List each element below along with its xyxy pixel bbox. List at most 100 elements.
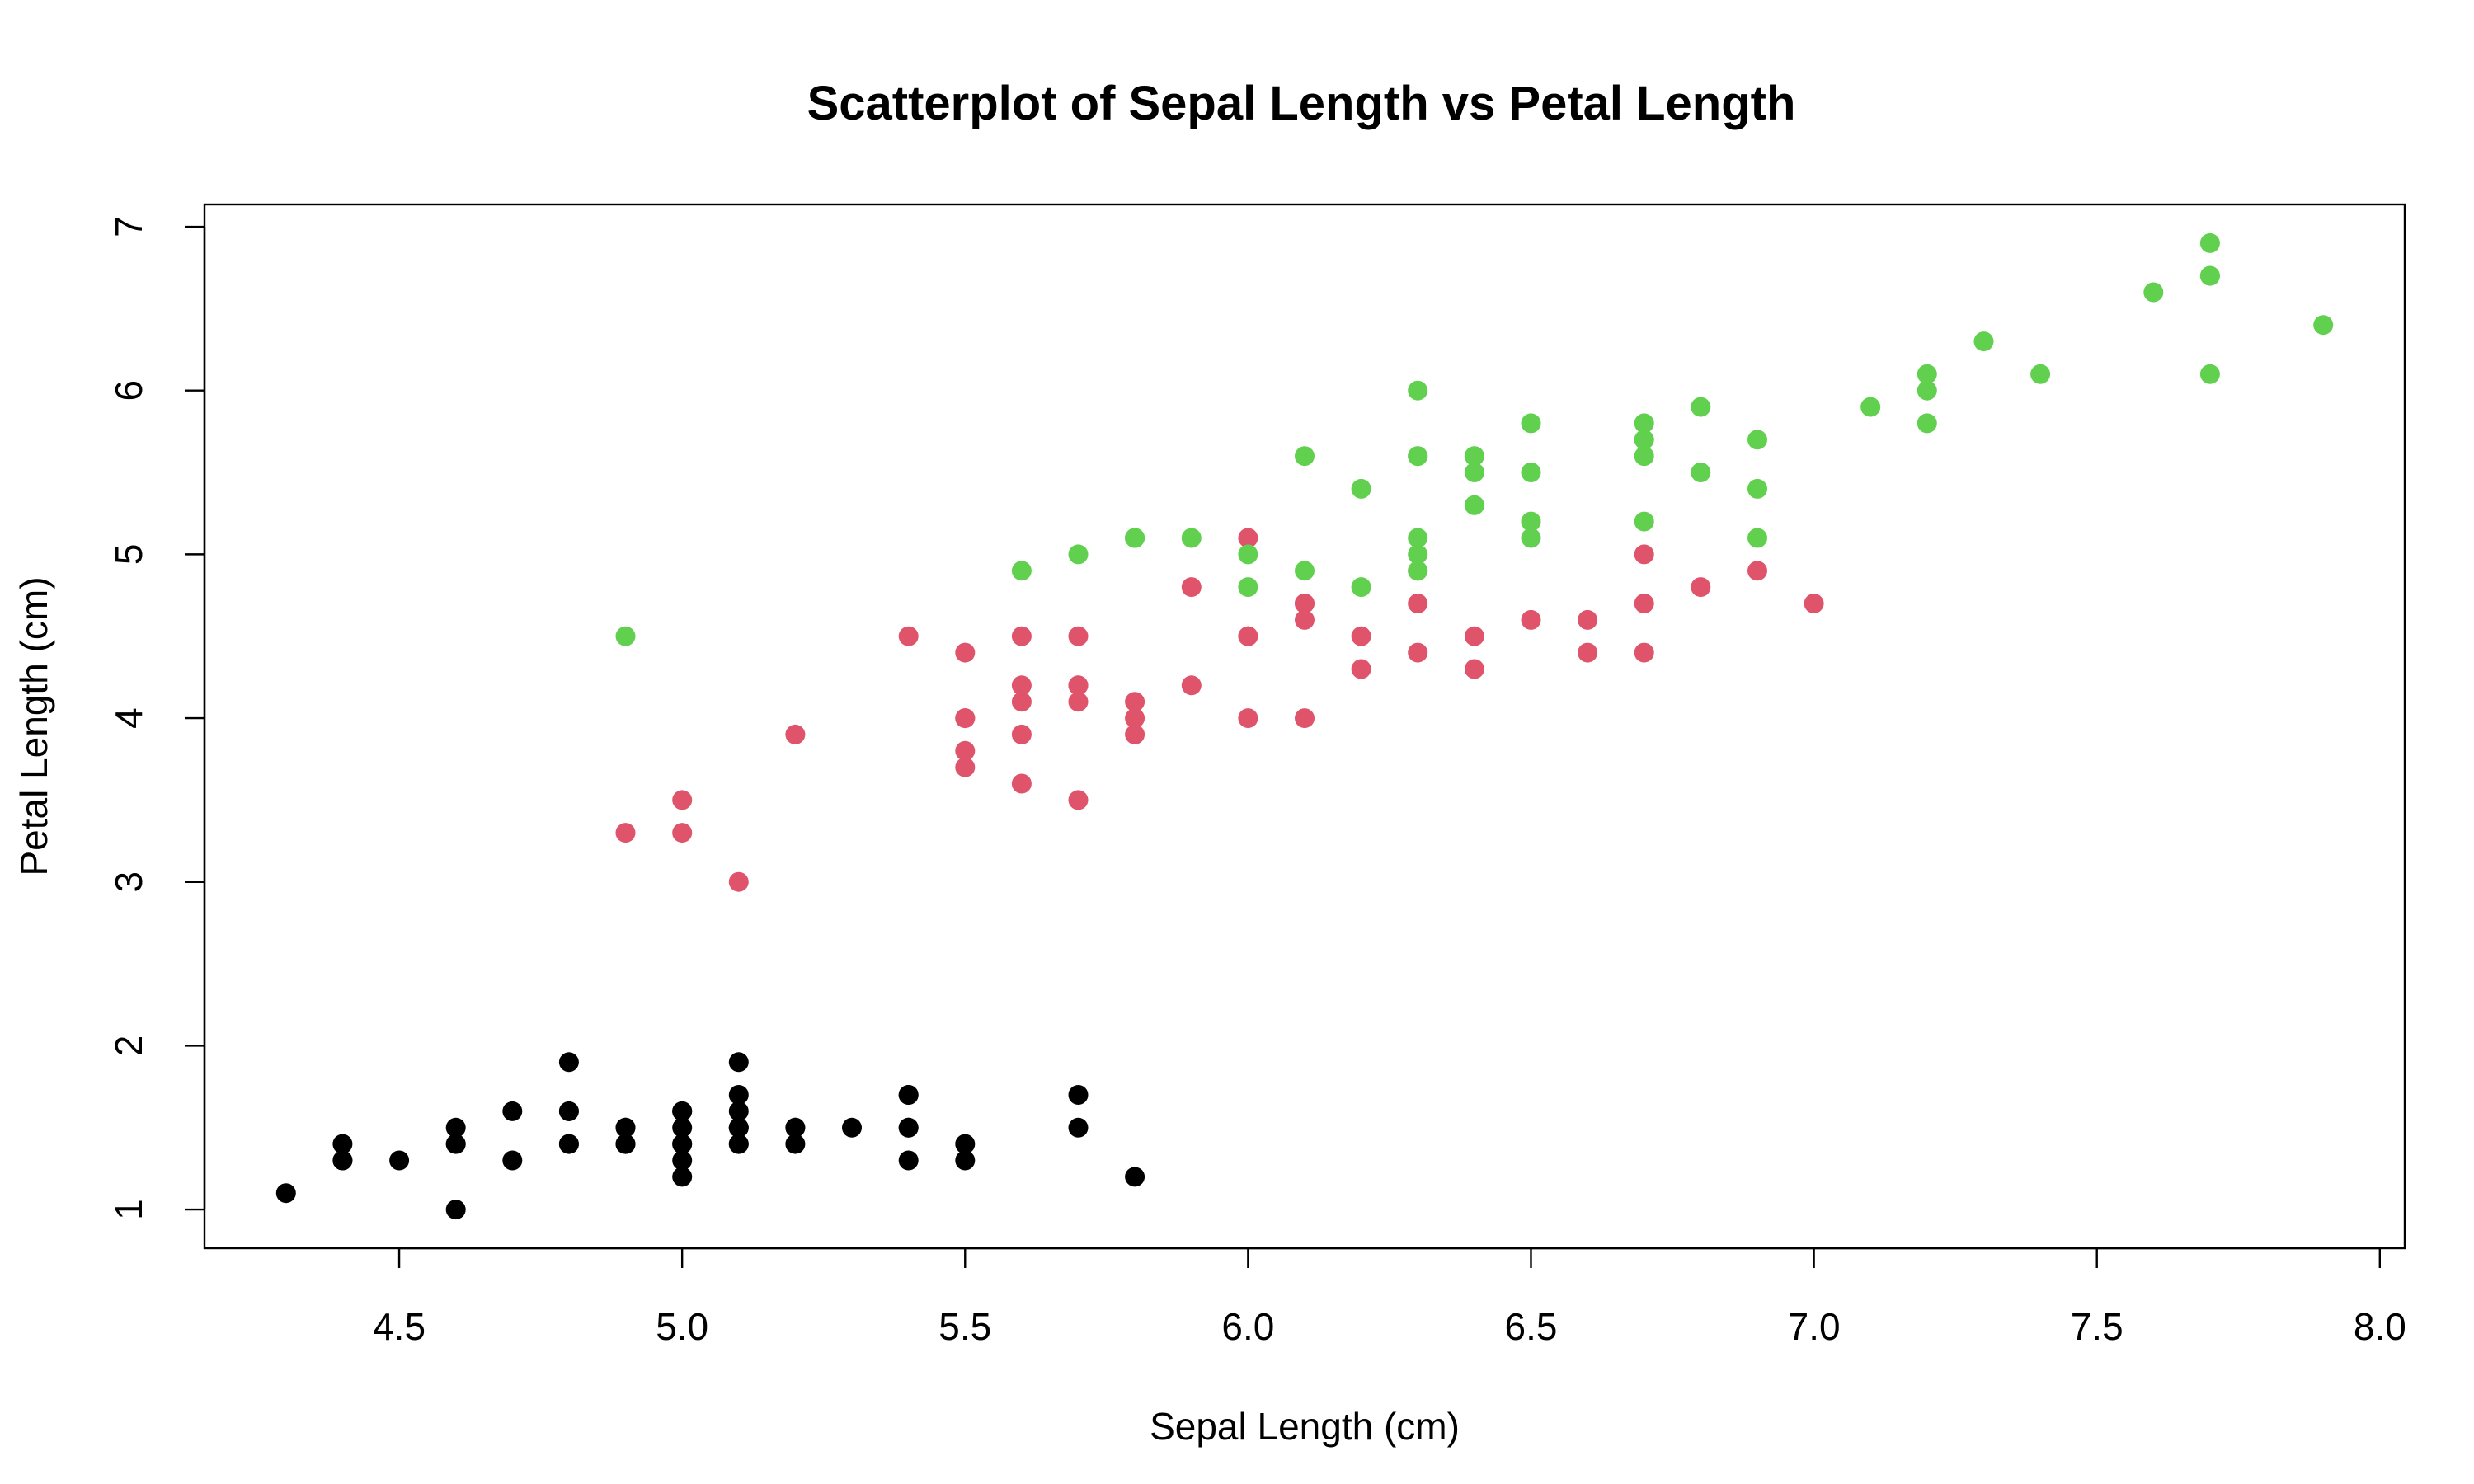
data-point — [1295, 446, 1315, 467]
data-point — [615, 626, 636, 646]
y-axis: 1 2 3 4 5 6 7 — [107, 216, 206, 1220]
data-point — [1068, 692, 1089, 712]
data-point — [1068, 1117, 1089, 1138]
data-point — [955, 740, 976, 761]
data-point — [1747, 561, 1767, 581]
data-point — [1578, 609, 1598, 630]
data-point — [1464, 659, 1484, 679]
data-point — [1747, 430, 1767, 450]
data-point — [1011, 724, 1032, 744]
chart-title: Scatterplot of Sepal Length vs Petal Len… — [807, 77, 1796, 130]
data-point — [1408, 380, 1428, 401]
data-point — [1125, 708, 1145, 729]
data-point — [728, 1052, 749, 1073]
data-point — [558, 1052, 579, 1073]
data-point — [615, 1134, 636, 1154]
y-tick-label: 6 — [107, 380, 150, 402]
data-point — [1408, 642, 1428, 663]
data-point — [2199, 364, 2220, 384]
data-point — [1804, 594, 1824, 613]
data-point — [1691, 397, 1711, 417]
data-point — [1068, 675, 1089, 696]
data-point — [2313, 315, 2334, 336]
data-point — [1747, 478, 1767, 499]
data-point — [445, 1117, 466, 1138]
y-tick-label: 4 — [107, 707, 150, 729]
data-point — [785, 1134, 806, 1154]
data-point — [1011, 675, 1032, 696]
data-point — [672, 1101, 693, 1121]
data-point — [275, 1183, 296, 1204]
data-point — [672, 1134, 693, 1154]
data-point — [1351, 659, 1371, 679]
data-point — [1295, 594, 1315, 613]
y-axis-label: Petal Length (cm) — [12, 576, 55, 876]
data-point — [1011, 626, 1032, 646]
data-point — [615, 1117, 636, 1138]
x-tick-label: 5.5 — [938, 1305, 991, 1348]
data-point — [1464, 495, 1484, 515]
data-point — [1521, 528, 1541, 548]
data-point — [1634, 642, 1654, 663]
data-point — [1521, 609, 1541, 630]
data-point — [1521, 413, 1541, 434]
data-point — [1973, 331, 1994, 352]
data-point — [1125, 724, 1145, 744]
data-point — [445, 1200, 466, 1220]
data-point — [389, 1150, 410, 1171]
data-point — [1238, 544, 1258, 565]
data-point — [955, 642, 976, 663]
data-point — [558, 1134, 579, 1154]
data-point — [1181, 675, 1202, 696]
data-point — [2199, 232, 2220, 253]
data-point — [1181, 528, 1202, 548]
data-point — [728, 1134, 749, 1154]
data-point — [1068, 626, 1089, 646]
data-point — [1521, 463, 1541, 482]
x-tick-label: 6.0 — [1221, 1305, 1274, 1348]
x-tick-label: 5.0 — [656, 1305, 708, 1348]
data-point — [1747, 528, 1767, 548]
data-point — [1917, 413, 1937, 434]
y-tick-label: 7 — [107, 216, 150, 237]
data-point — [1408, 561, 1428, 581]
y-tick-label: 3 — [107, 871, 150, 893]
data-point — [955, 1134, 976, 1154]
data-point — [502, 1150, 523, 1171]
data-point — [1408, 544, 1428, 565]
x-tick-label: 6.5 — [1505, 1305, 1558, 1348]
series-2 — [615, 528, 1824, 892]
data-point — [445, 1134, 466, 1154]
data-point — [1634, 446, 1654, 467]
data-point — [898, 1150, 919, 1171]
data-point — [1068, 790, 1089, 810]
data-point — [1011, 692, 1032, 712]
data-point — [1634, 594, 1654, 613]
x-tick-label: 4.5 — [373, 1305, 426, 1348]
data-point — [672, 1117, 693, 1138]
data-point — [1238, 577, 1258, 598]
data-point — [1351, 478, 1371, 499]
data-point — [1634, 413, 1654, 434]
data-point — [2030, 364, 2051, 384]
data-point — [2199, 265, 2220, 286]
data-point — [955, 757, 976, 777]
x-axis-label: Sepal Length (cm) — [1150, 1405, 1460, 1448]
data-point — [785, 724, 806, 744]
data-point — [1634, 430, 1654, 450]
data-point — [1464, 626, 1484, 646]
data-point — [672, 823, 693, 843]
data-point — [1068, 1085, 1089, 1105]
data-point — [332, 1150, 353, 1171]
data-point — [1238, 626, 1258, 646]
data-point — [1691, 577, 1711, 598]
data-point — [1408, 446, 1428, 467]
data-point — [955, 1150, 976, 1171]
data-point — [1691, 463, 1711, 482]
data-point — [2143, 282, 2164, 303]
data-point — [672, 1150, 693, 1171]
y-tick-label: 5 — [107, 544, 150, 566]
data-point — [1181, 577, 1202, 598]
